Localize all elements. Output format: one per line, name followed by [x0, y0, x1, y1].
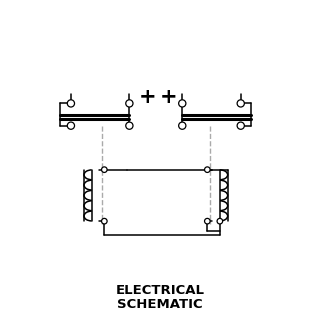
Circle shape: [179, 100, 186, 107]
Text: ELECTRICAL: ELECTRICAL: [116, 284, 204, 297]
Circle shape: [101, 167, 107, 172]
Circle shape: [126, 122, 133, 129]
Circle shape: [217, 218, 223, 224]
Circle shape: [204, 167, 210, 172]
Circle shape: [237, 122, 244, 129]
Circle shape: [126, 100, 133, 107]
Circle shape: [67, 100, 75, 107]
Circle shape: [101, 218, 107, 224]
Text: SCHEMATIC: SCHEMATIC: [117, 298, 203, 311]
Circle shape: [67, 122, 75, 129]
Circle shape: [237, 100, 244, 107]
Text: Connection Diagram: Connection Diagram: [65, 12, 255, 30]
Circle shape: [179, 122, 186, 129]
Circle shape: [204, 218, 210, 224]
Text: +: +: [139, 87, 156, 107]
Text: +: +: [160, 87, 177, 107]
